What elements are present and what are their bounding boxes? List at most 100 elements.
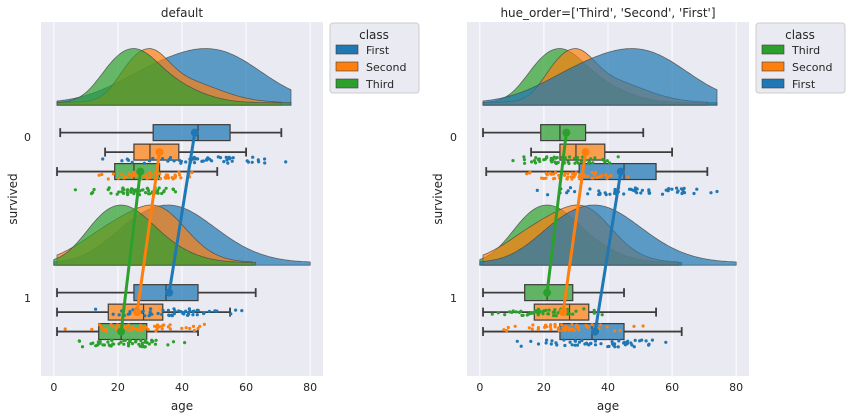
rain-point-first [647,188,651,192]
rain-point-first [586,192,590,196]
rain-point-first [156,311,160,316]
rain-point-second [192,328,196,332]
rain-point-first [151,156,155,161]
rain-point-first [664,188,668,192]
rain-point-second [553,171,558,175]
rain-point-first [680,191,684,196]
rain-point-third [94,344,98,348]
rain-point-second [548,325,553,329]
legend-swatch-second [761,61,785,72]
rain-point-third [520,313,524,317]
cloud-third-survived-1 [53,204,257,266]
rain-point-first [130,160,134,164]
rain-point-third [544,308,548,312]
rain-point-second [528,171,532,175]
rain-point-third [514,310,518,314]
rain-point-third [549,156,553,160]
rain-point-first [613,345,617,349]
rain-point-second [148,170,152,174]
rain-point-third [77,339,82,343]
rain-point-third [123,338,127,342]
rain-point-second [598,323,603,327]
rain-point-first [166,308,170,312]
rain-point-first [184,160,188,164]
rain-point-first [555,343,559,347]
legend-swatch-first [761,78,785,89]
x-tick-label: 20 [537,381,551,394]
rain-point-first [593,339,598,343]
rain-point-first [632,345,636,349]
rain-point-first [160,312,164,316]
rain-point-first [604,193,608,197]
rain-point-second [137,328,141,332]
rain-point-second [553,176,557,180]
rain-point-second [626,175,630,179]
rain-point-first [638,339,642,343]
chart-title: default [161,6,204,20]
rain-point-second [179,176,183,180]
x-axis-label: age [171,399,193,413]
rain-point-first [630,343,634,347]
rain-point-third [575,159,579,163]
legend-title: class [785,28,815,42]
rain-point-third [552,155,556,159]
rain-point-third [73,188,77,192]
legend: class First Second Third [329,22,420,94]
rain-point-first [635,191,639,195]
rain-point-first [622,341,626,345]
rain-point-second [604,173,608,177]
rain-point-second [566,175,570,179]
rain-point-first [635,187,639,191]
rain-point-third [153,342,158,346]
rain-point-third [132,192,136,196]
rain-point-third [115,192,119,196]
rain-point-first [580,338,584,343]
rain-point-second [506,325,510,330]
rain-point-first [545,338,549,342]
rain-point-third [552,310,557,314]
rain-point-first [161,157,165,161]
x-tick-label: 60 [239,381,253,394]
rain-point-second [106,177,110,181]
rain-point-third [554,314,558,318]
rain-point-first [227,157,232,161]
rain-point-second [570,323,574,327]
rain-point-third [171,340,176,344]
rain-point-second [527,326,531,330]
rain-point-first [191,313,195,317]
rain-point-first [149,307,153,311]
rain-point-first [192,161,197,165]
rain-point-second [132,170,136,174]
rain-point-first [202,311,206,316]
rain-point-first [148,310,152,314]
rain-point-first [147,159,152,163]
y-axis-label: survived [431,173,445,224]
rain-point-second [104,328,108,332]
chart-title: hue_order=['Third', 'Second', 'First'] [500,6,715,20]
raincloud-marks [479,48,737,349]
rain-point-second [613,329,617,333]
rain-point-first [263,157,267,161]
rain-point-first [563,343,567,348]
legend-swatch-third [761,44,785,55]
rain-point-second [561,328,566,332]
rain-point-third [538,310,542,314]
rain-point-first [536,342,541,346]
rain-point-first [210,159,214,163]
rain-point-second [143,174,147,178]
rain-point-first [670,187,674,191]
rain-point-first [682,191,687,195]
rain-point-third [107,186,111,190]
rain-point-first [622,192,626,196]
rain-point-first [201,159,205,163]
rain-point-second [575,325,579,329]
rain-point-second [150,173,154,177]
legend-frame [329,22,420,94]
mean-connector-first [167,132,197,293]
rain-point-first [120,159,124,163]
rain-point-second [590,323,594,327]
rain-point-first [263,161,267,165]
rain-point-third [522,158,527,162]
rain-point-third [616,155,620,159]
rain-point-third [109,344,113,348]
